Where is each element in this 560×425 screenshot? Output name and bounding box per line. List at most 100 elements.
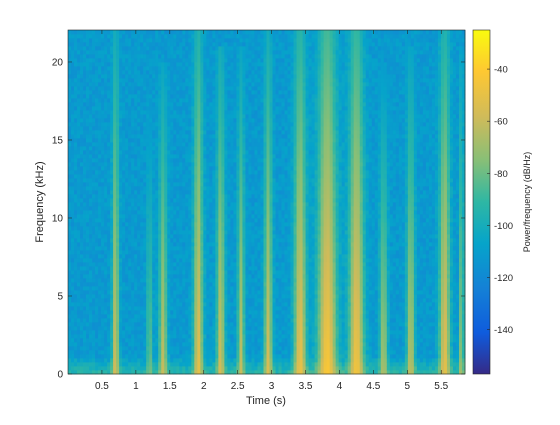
heatmap-cell (236, 166, 240, 171)
heatmap-cell (68, 362, 72, 367)
heatmap-cell (236, 134, 240, 139)
heatmap-cell (179, 74, 183, 79)
heatmap-cell (101, 262, 105, 267)
heatmap-cell (212, 186, 216, 191)
heatmap-cell (134, 226, 138, 231)
heatmap-cell (179, 294, 183, 299)
heatmap-cell (230, 358, 234, 363)
heatmap-cell (155, 370, 159, 375)
heatmap-cell (170, 54, 174, 59)
heatmap-cell (86, 278, 90, 283)
heatmap-cell (107, 234, 111, 239)
heatmap-cell (233, 354, 237, 359)
heatmap-cell (122, 54, 126, 59)
heatmap-cell (176, 238, 180, 243)
heatmap-cell (143, 106, 147, 111)
heatmap-cell (164, 170, 168, 175)
heatmap-cell (119, 74, 123, 79)
heatmap-cell (152, 94, 156, 99)
heatmap-cell (116, 74, 120, 79)
heatmap-cell (83, 342, 87, 347)
heatmap-cell (80, 286, 84, 291)
heatmap-cell (167, 46, 171, 51)
heatmap-cell (125, 258, 129, 263)
heatmap-cell (149, 302, 153, 307)
heatmap-cell (110, 246, 114, 251)
heatmap-cell (98, 138, 102, 143)
heatmap-cell (113, 106, 117, 111)
heatmap-cell (215, 34, 219, 39)
heatmap-cell (98, 178, 102, 183)
heatmap-cell (227, 230, 231, 235)
heatmap-cell (146, 310, 150, 315)
heatmap-cell (119, 338, 123, 343)
heatmap-cell (239, 82, 243, 87)
heatmap-cell (161, 286, 165, 291)
heatmap-cell (98, 242, 102, 247)
heatmap-cell (170, 118, 174, 123)
heatmap-cell (98, 306, 102, 311)
heatmap-cell (233, 306, 237, 311)
heatmap-cell (116, 178, 120, 183)
heatmap-cell (89, 246, 93, 251)
heatmap-cell (230, 158, 234, 163)
heatmap-cell (188, 234, 192, 239)
heatmap-cell (230, 266, 234, 271)
heatmap-cell (152, 338, 156, 343)
heatmap-cell (80, 106, 84, 111)
heatmap-cell (200, 138, 204, 143)
heatmap-cell (221, 102, 225, 107)
heatmap-cell (176, 330, 180, 335)
heatmap-cell (107, 198, 111, 203)
heatmap-cell (164, 194, 168, 199)
heatmap-cell (143, 114, 147, 119)
heatmap-cell (239, 346, 243, 351)
heatmap-cell (233, 166, 237, 171)
heatmap-cell (185, 302, 189, 307)
heatmap-cell (233, 326, 237, 331)
heatmap-cell (233, 182, 237, 187)
heatmap-cell (137, 50, 141, 55)
heatmap-cell (122, 34, 126, 39)
heatmap-cell (77, 58, 81, 63)
heatmap-cell (185, 346, 189, 351)
heatmap-cell (221, 118, 225, 123)
heatmap-cell (197, 182, 201, 187)
heatmap-cell (167, 346, 171, 351)
heatmap-cell (206, 42, 210, 47)
heatmap-cell (158, 346, 162, 351)
heatmap-cell (122, 154, 126, 159)
heatmap-cell (185, 254, 189, 259)
heatmap-cell (131, 198, 135, 203)
heatmap-cell (167, 290, 171, 295)
heatmap-cell (152, 322, 156, 327)
heatmap-cell (77, 286, 81, 291)
heatmap-cell (191, 34, 195, 39)
heatmap-cell (110, 366, 114, 371)
heatmap-cell (164, 146, 168, 151)
heatmap-cell (236, 182, 240, 187)
heatmap-cell (74, 234, 78, 239)
heatmap-cell (227, 210, 231, 215)
heatmap-cell (173, 218, 177, 223)
heatmap-cell (119, 302, 123, 307)
heatmap-cell (239, 122, 243, 127)
heatmap-cell (239, 306, 243, 311)
heatmap-cell (182, 266, 186, 271)
heatmap-cell (125, 82, 129, 87)
heatmap-cell (71, 158, 75, 163)
heatmap-cell (200, 294, 204, 299)
heatmap-cell (215, 94, 219, 99)
heatmap-cell (227, 42, 231, 47)
heatmap-cell (227, 342, 231, 347)
heatmap-cell (92, 82, 96, 87)
heatmap-cell (95, 314, 99, 319)
heatmap-cell (158, 234, 162, 239)
heatmap-cell (188, 370, 192, 375)
heatmap-cell (197, 106, 201, 111)
heatmap-cell (146, 298, 150, 303)
heatmap-cell (221, 282, 225, 287)
heatmap-cell (173, 150, 177, 155)
heatmap-cell (110, 166, 114, 171)
heatmap-cell (158, 322, 162, 327)
